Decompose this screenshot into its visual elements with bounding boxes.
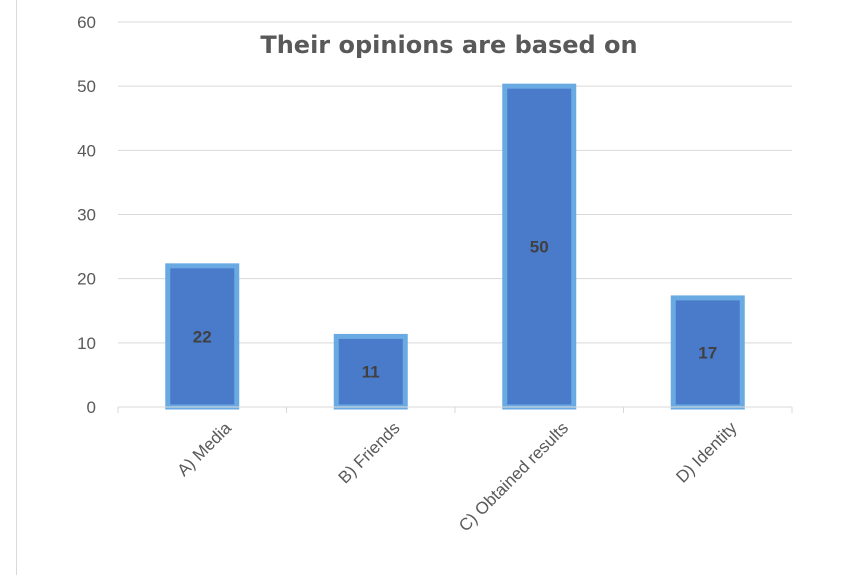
x-tick-label: A) Media xyxy=(174,418,236,480)
data-labels: 22 11 50 17 xyxy=(193,238,717,382)
axes xyxy=(117,406,793,413)
bars xyxy=(165,83,745,410)
chart-title: Their opinions are based on xyxy=(260,31,637,59)
y-tick-label: 30 xyxy=(77,206,96,225)
y-tick-label: 20 xyxy=(77,270,96,289)
y-tick-label: 0 xyxy=(87,398,96,417)
chart-frame-edge xyxy=(16,0,17,575)
data-label: 11 xyxy=(362,363,380,382)
data-label: 50 xyxy=(530,238,549,257)
y-tick-label: 40 xyxy=(77,141,96,160)
bar xyxy=(165,263,240,410)
x-tick-label: C) Obtained results xyxy=(455,418,572,535)
x-tick-label: B) Friends xyxy=(335,418,404,487)
bar xyxy=(333,333,408,410)
y-tick-label: 10 xyxy=(77,334,96,353)
x-tick-label: D) Identity xyxy=(672,418,741,487)
bar xyxy=(670,295,745,410)
y-tick-label: 60 xyxy=(77,13,96,32)
data-label: 22 xyxy=(193,327,212,346)
y-tick-label: 50 xyxy=(77,77,96,96)
data-label: 17 xyxy=(698,343,717,362)
bar xyxy=(502,83,577,410)
y-tick-labels: 0 10 20 30 40 50 60 xyxy=(77,13,96,417)
x-tick-labels: A) Media B) Friends C) Obtained results D) … xyxy=(174,418,741,535)
